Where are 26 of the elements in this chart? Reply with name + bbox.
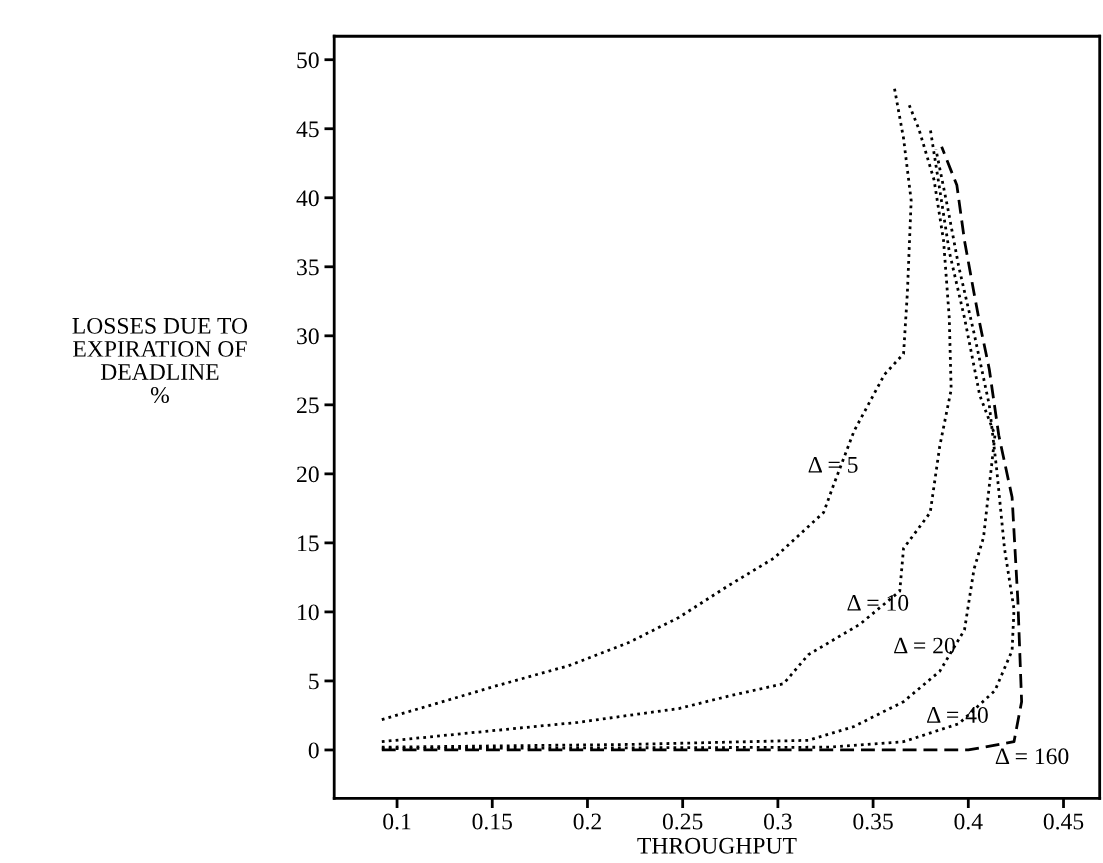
y-tick-label: 35 xyxy=(297,259,319,276)
x-tick-label: 0.3 xyxy=(764,813,792,830)
y-tick-label: 10 xyxy=(298,604,319,621)
x-tick-label: 0.45 xyxy=(1043,813,1084,830)
series-label: Δ = 10 xyxy=(847,594,909,611)
y-tick-label: 20 xyxy=(297,466,319,483)
x-tick-label: 0.4 xyxy=(954,813,983,830)
x-tick-label: 0.15 xyxy=(472,813,512,830)
x-tick-label: 0.2 xyxy=(573,813,601,830)
y-tick-label: 0 xyxy=(308,742,319,759)
x-tick-label: 0.35 xyxy=(853,813,893,830)
y-axis-title: LOSSES DUE TO EXPIRATION OF DEADLINE % xyxy=(72,317,248,404)
series-label: Δ = 20 xyxy=(894,637,955,654)
y-tick-label: 50 xyxy=(297,52,319,69)
y-tick-label: 25 xyxy=(297,397,319,414)
x-tick-label: 0.25 xyxy=(662,813,703,830)
series-label: Δ = 160 xyxy=(995,748,1069,765)
y-tick-label: 15 xyxy=(298,535,319,552)
x-axis-title: THROUGHPUT xyxy=(637,837,797,854)
series-label: Δ = 5 xyxy=(808,456,858,473)
series-label: Δ = 40 xyxy=(927,706,988,723)
y-tick-label: 45 xyxy=(296,121,319,138)
y-tick-label: 5 xyxy=(309,673,319,690)
y-tick-label: 30 xyxy=(297,328,319,345)
x-tick-label: 0.1 xyxy=(383,813,411,830)
y-tick-label: 40 xyxy=(296,190,319,207)
